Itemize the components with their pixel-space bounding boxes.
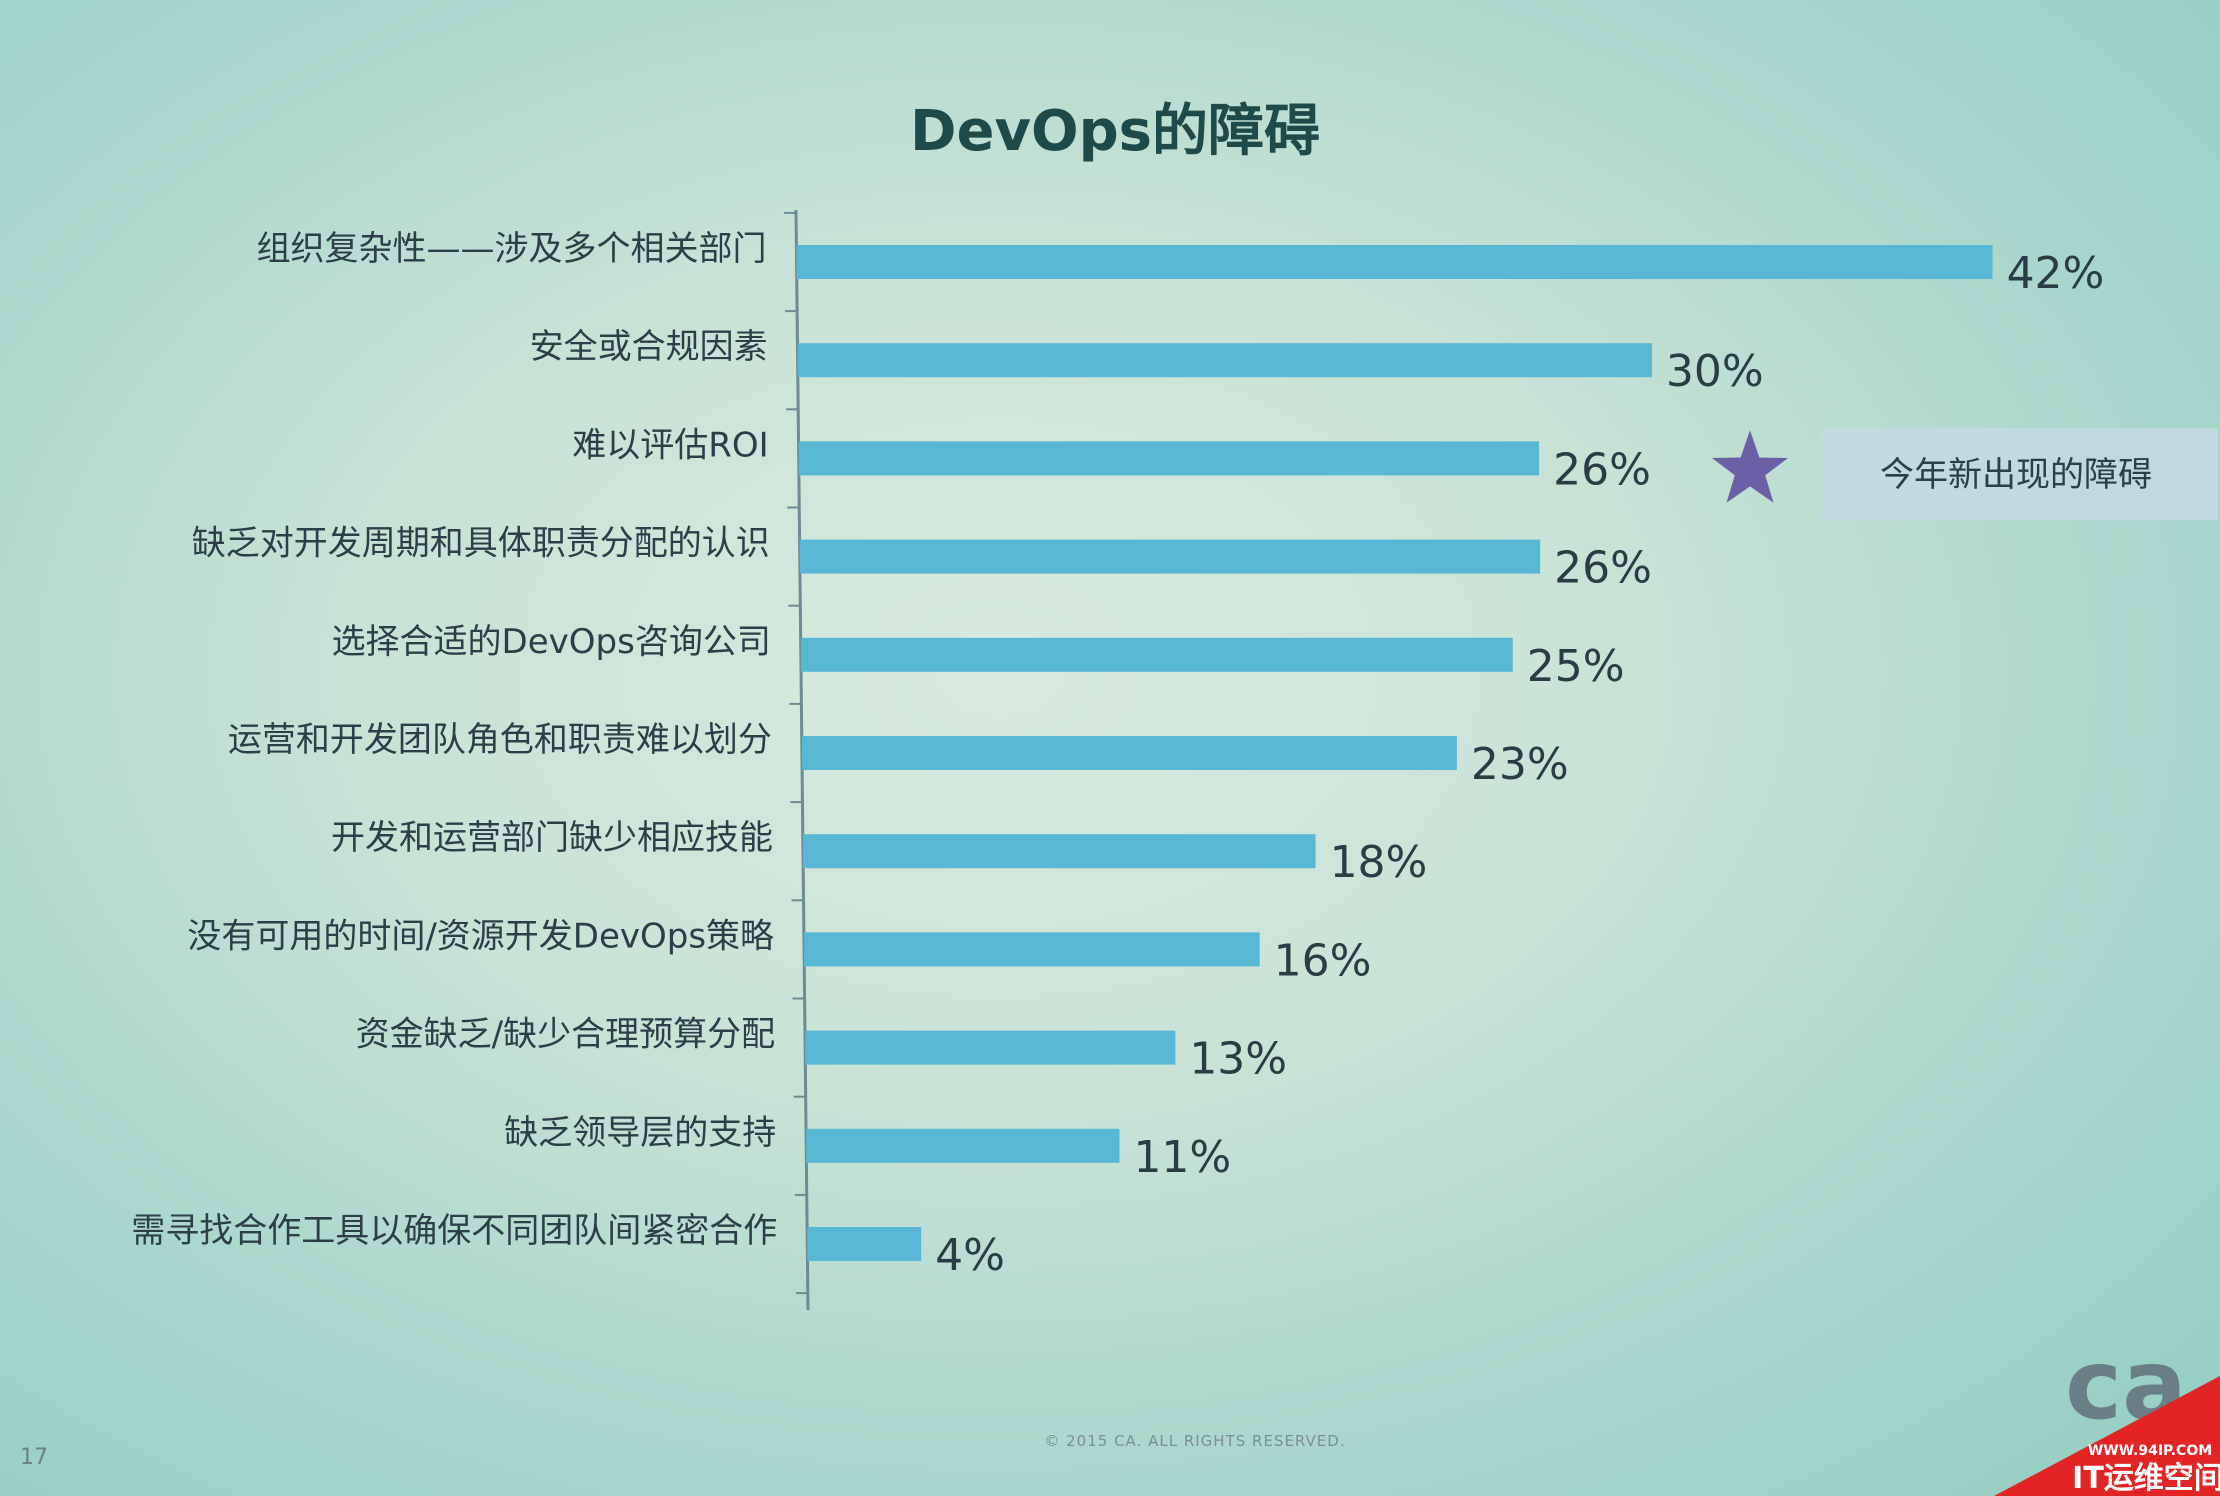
chart-title: DevOps的障碍 [910,99,1320,164]
value-label: 11% [1133,1132,1231,1183]
category-label: 资金缺乏/缺少合理预算分配 [356,1015,775,1055]
bar [801,736,1457,770]
star-icon [1712,430,1788,503]
value-label: 18% [1330,837,1428,888]
bar [800,637,1513,672]
value-label: 23% [1471,739,1569,790]
value-label: 25% [1527,641,1625,692]
annotation-box [1822,428,2218,520]
category-label: 安全或合规因素 [530,327,768,367]
bar [798,441,1540,476]
category-label: 开发和运营部门缺少相应技能 [331,818,773,858]
category-label: 难以评估ROI [572,425,768,465]
category-label: 需寻找合作工具以确保不同团队间紧密合作 [131,1211,777,1251]
bar [797,343,1652,378]
value-label: 4% [935,1230,1005,1281]
value-label-group: 42% 30% 26% 26% 25% 23% 18% 16% 13% 11% 4% [935,248,2104,1281]
category-label: 没有可用的时间/资源开发DevOps策略 [187,916,774,956]
new-obstacle-annotation: 今年新出现的障碍 [1712,428,2218,520]
annotation-text: 今年新出现的障碍 [1880,455,2152,495]
value-label: 13% [1189,1034,1287,1085]
value-label: 26% [1553,444,1651,495]
value-label: 16% [1274,935,1372,986]
bar [806,1128,1120,1163]
category-label: 缺乏对开发周期和具体职责分配的认识 [192,524,770,564]
watermark-url: WWW.94IP.COM [2088,1443,2212,1459]
copyright-footer: © 2015 CA. ALL RIGHTS RESERVED. [1044,1432,1345,1450]
category-label: 组织复杂性——涉及多个相关部门 [257,229,767,269]
bar [805,1030,1176,1065]
bar [804,932,1260,967]
watermark-triangle [1994,1376,2220,1496]
bar [799,539,1541,574]
category-label: 缺乏领导层的支持 [504,1113,776,1153]
bar [807,1227,922,1261]
value-label: 30% [1666,346,1764,397]
page-number: 17 [20,1445,48,1470]
category-label: 选择合适的DevOps咨询公司 [332,622,771,662]
category-label: 运营和开发团队角色和职责难以划分 [228,720,772,760]
watermark-corner: WWW.94IP.COM IT运维空间 [1994,1376,2220,1496]
y-axis-ticks [784,211,808,1295]
value-label: 26% [1554,543,1652,594]
bar-group [796,245,1993,1261]
value-label: 42% [2007,248,2105,299]
bar [802,834,1316,869]
bar [796,245,1993,279]
watermark-text: IT运维空间 [2072,1461,2220,1496]
